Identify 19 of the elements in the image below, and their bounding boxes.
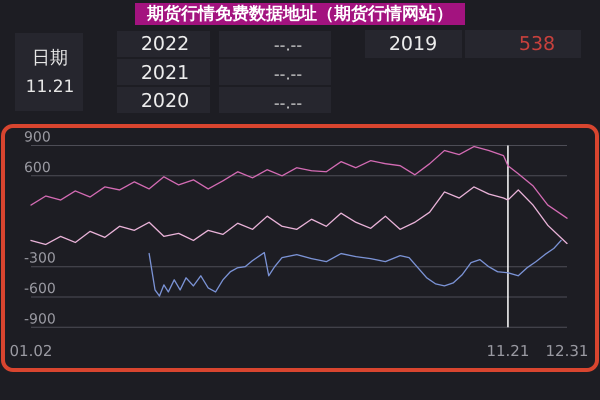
annotation: 日期 [32,48,68,68]
annotation: --.-- [274,64,302,84]
y-tick-label: -600 [24,281,56,297]
annotation: 11.21 [26,77,74,97]
x-tick-label: 12.31 [546,342,588,360]
y-tick-label: -300 [24,250,56,267]
y-tick-label: -900 [24,311,56,328]
annotation: --.-- [274,94,302,112]
annotation: 538 [518,33,556,55]
y-tick-label: 900 [24,130,51,146]
annotation: 2019 [388,33,438,55]
annotation: --.-- [274,36,302,54]
x-tick-label: 01.02 [10,342,52,360]
annotation: 2022 [140,33,190,55]
title: 期货行情免费数据地址（期货行情网站） [135,3,465,25]
annotation: 2021 [140,62,190,84]
annotation: 2020 [140,90,190,112]
x-tick-label: 11.21 [486,342,530,360]
y-tick-label: 600 [24,160,51,176]
